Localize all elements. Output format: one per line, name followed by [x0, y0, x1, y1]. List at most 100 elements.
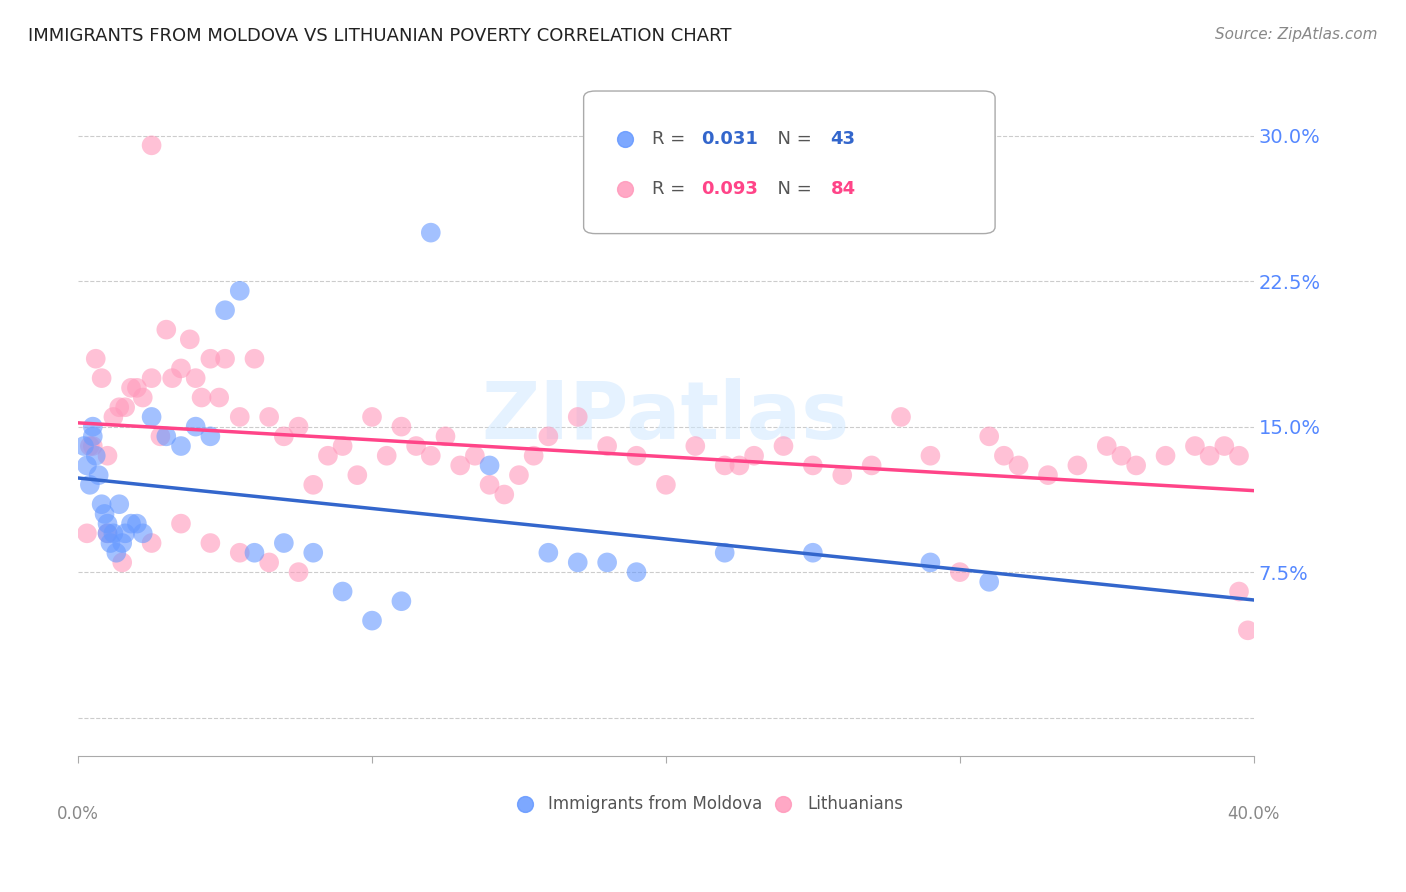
Point [214, 303, 236, 318]
Point [257, 409, 280, 424]
Point [76, 458, 98, 473]
Point [434, 429, 457, 443]
Point [114, 526, 136, 541]
Point [125, 381, 148, 395]
Point [184, 371, 207, 385]
Point [141, 138, 163, 153]
Point [229, 546, 252, 560]
Point [508, 468, 530, 483]
Point [1198, 449, 1220, 463]
Text: IMMIGRANTS FROM MOLDOVA VS LITHUANIAN POVERTY CORRELATION CHART: IMMIGRANTS FROM MOLDOVA VS LITHUANIAN PO… [28, 27, 731, 45]
Point [160, 371, 183, 385]
Point [243, 351, 266, 366]
Point [890, 409, 912, 424]
Point [1111, 449, 1133, 463]
Point [713, 458, 735, 473]
Point [108, 497, 131, 511]
Point [1237, 624, 1260, 638]
Point [979, 574, 1001, 589]
Point [567, 409, 589, 424]
Point [90, 371, 112, 385]
Point [1184, 439, 1206, 453]
Point [190, 391, 212, 405]
Point [1036, 468, 1059, 483]
Text: R =: R = [652, 129, 690, 147]
Point [200, 536, 222, 550]
Point [389, 594, 412, 608]
Point [82, 429, 104, 443]
Point [537, 546, 560, 560]
Point [1213, 439, 1236, 453]
Point [105, 546, 128, 560]
Point [1095, 439, 1118, 453]
Point [287, 565, 309, 579]
Point [728, 458, 751, 473]
Point [831, 468, 853, 483]
Point [79, 478, 101, 492]
Text: 0.031: 0.031 [702, 129, 758, 147]
Point [478, 478, 501, 492]
Point [155, 323, 177, 337]
Point [302, 478, 325, 492]
Point [84, 351, 107, 366]
Text: 84: 84 [831, 180, 856, 199]
Point [96, 526, 118, 541]
Point [1227, 449, 1250, 463]
Point [229, 284, 252, 298]
Point [96, 516, 118, 531]
Point [626, 449, 648, 463]
Point [801, 546, 824, 560]
Point [949, 565, 972, 579]
Point [713, 546, 735, 560]
Point [302, 546, 325, 560]
Point [155, 429, 177, 443]
Point [494, 487, 516, 501]
Point [141, 371, 163, 385]
Point [920, 556, 942, 570]
Text: 43: 43 [831, 129, 855, 147]
Point [179, 332, 201, 346]
Text: 0.0%: 0.0% [58, 805, 98, 823]
Point [567, 556, 589, 570]
Point [1154, 449, 1177, 463]
Point [464, 449, 486, 463]
Point [243, 546, 266, 560]
Point [478, 458, 501, 473]
Point [685, 439, 707, 453]
Point [87, 468, 110, 483]
Point [208, 391, 231, 405]
Point [96, 449, 118, 463]
Point [655, 478, 678, 492]
Text: N =: N = [766, 129, 817, 147]
Text: N =: N = [766, 180, 817, 199]
Point [860, 458, 883, 473]
Point [90, 497, 112, 511]
Point [772, 439, 794, 453]
Point [1184, 847, 1206, 861]
Point [93, 507, 115, 521]
Point [141, 536, 163, 550]
Text: ZIPatlas: ZIPatlas [482, 378, 851, 456]
Point [979, 429, 1001, 443]
Text: R =: R = [652, 180, 690, 199]
Point [229, 409, 252, 424]
Point [801, 458, 824, 473]
Point [742, 449, 765, 463]
Point [1125, 458, 1147, 473]
Point [375, 449, 398, 463]
Point [108, 401, 131, 415]
Point [132, 526, 155, 541]
Point [537, 429, 560, 443]
Text: 40.0%: 40.0% [1227, 805, 1279, 823]
Point [389, 419, 412, 434]
Point [170, 516, 193, 531]
Point [920, 449, 942, 463]
Point [1066, 458, 1088, 473]
Point [257, 556, 280, 570]
Point [200, 351, 222, 366]
Point [1007, 458, 1029, 473]
Point [103, 409, 125, 424]
Text: Source: ZipAtlas.com: Source: ZipAtlas.com [1215, 27, 1378, 42]
Point [76, 526, 98, 541]
Point [346, 468, 368, 483]
